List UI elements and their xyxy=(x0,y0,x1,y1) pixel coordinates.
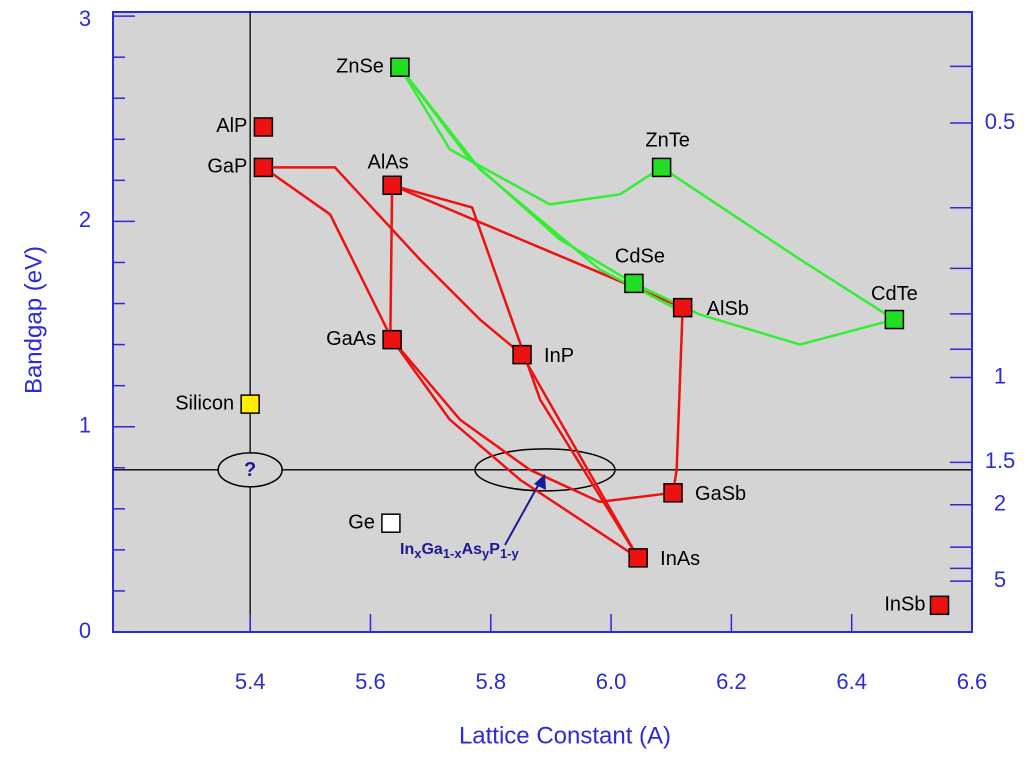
x-tick-label: 6.0 xyxy=(596,669,627,694)
y-tick-label: 2 xyxy=(79,207,91,232)
alloy-curve xyxy=(263,166,523,356)
point-label: AlP xyxy=(216,115,247,137)
alloy-curve xyxy=(520,354,640,559)
x-tick-label: 5.4 xyxy=(235,669,266,694)
y2-tick-label: 2 xyxy=(994,491,1006,516)
point-label: CdSe xyxy=(615,246,665,268)
data-point xyxy=(651,157,672,178)
alloy-label-part: x xyxy=(414,546,422,561)
point-label: ZnSe xyxy=(336,56,384,78)
point-label: InP xyxy=(544,345,574,367)
y-tick-label: 0 xyxy=(79,618,91,643)
y2-tick-label: 1.5 xyxy=(985,448,1016,473)
alloy-curve xyxy=(398,66,663,206)
alloy-label-part: 1-y xyxy=(500,546,520,561)
y2-tick-label: 1 xyxy=(994,363,1006,388)
alloy-curve xyxy=(660,166,896,321)
point-label: AlAs xyxy=(368,152,409,174)
x-tick-label: 6.6 xyxy=(957,669,988,694)
alloy-curve xyxy=(391,338,639,559)
data-point xyxy=(240,394,260,414)
alloy-label: InxGa1-xAsyP1-y xyxy=(400,541,520,561)
point-label: Ge xyxy=(348,511,375,533)
data-point xyxy=(253,157,274,178)
data-point xyxy=(253,117,274,137)
alloy-label-part: Ga xyxy=(421,541,442,558)
annotation-ellipse xyxy=(217,452,283,488)
annotation-arrowhead xyxy=(534,474,546,490)
data-point xyxy=(672,297,693,318)
y-tick-label: 3 xyxy=(79,6,91,31)
data-point xyxy=(929,595,950,616)
point-label: Silicon xyxy=(175,392,234,414)
point-label: GaP xyxy=(207,156,247,178)
data-point xyxy=(382,175,402,196)
annotation-question: ? xyxy=(244,459,256,481)
point-label: GaSb xyxy=(695,483,746,505)
x-tick-label: 6.4 xyxy=(836,669,867,694)
data-point xyxy=(884,309,905,330)
data-point xyxy=(624,273,644,294)
point-label: InAs xyxy=(660,548,700,570)
alloy-curve xyxy=(389,185,394,340)
annotation-arrow xyxy=(504,481,541,546)
point-label: InSb xyxy=(884,594,925,616)
y-axis-label: Bandgap (eV) xyxy=(20,246,47,394)
alloy-curve xyxy=(633,282,895,346)
data-point xyxy=(663,483,683,503)
annotation-ellipse xyxy=(474,448,616,492)
y2-tick-label: 0.5 xyxy=(985,109,1016,134)
alloy-curve xyxy=(391,184,640,559)
point-label: AlSb xyxy=(707,298,749,320)
y-tick-label: 1 xyxy=(79,413,91,438)
x-tick-label: 5.6 xyxy=(355,669,386,694)
x-axis-label: Lattice Constant (A) xyxy=(459,722,671,749)
alloy-label-part: y xyxy=(482,546,490,561)
alloy-curve xyxy=(398,66,691,317)
alloy-curve xyxy=(262,166,394,341)
point-label: CdTe xyxy=(871,283,918,305)
x-tick-label: 5.8 xyxy=(475,669,506,694)
y2-tick-label: 5 xyxy=(994,567,1006,592)
plot-area xyxy=(112,11,973,633)
alloy-label-part: As xyxy=(462,541,483,558)
alloy-label-part: In xyxy=(400,541,414,558)
point-label: GaAs xyxy=(326,328,376,350)
data-point xyxy=(390,57,410,77)
data-point xyxy=(628,548,648,568)
alloy-label-part: 1-x xyxy=(443,546,463,561)
data-point xyxy=(381,513,401,533)
alloy-label-part: P xyxy=(489,541,500,558)
x-tick-label: 6.2 xyxy=(716,669,747,694)
data-point xyxy=(382,329,402,350)
point-label: ZnTe xyxy=(645,130,689,152)
alloy-curve xyxy=(391,338,674,504)
data-point xyxy=(512,344,532,365)
